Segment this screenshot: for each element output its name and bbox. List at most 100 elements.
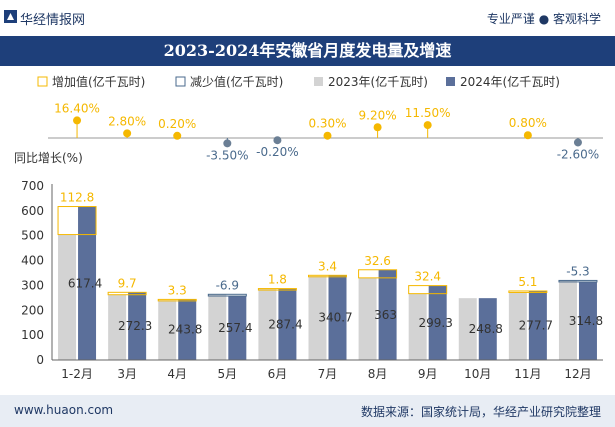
legend-2024-label: 2024年(亿千瓦时) (460, 74, 560, 89)
x-tick-label: 4月 (167, 367, 187, 381)
growth-point (173, 131, 182, 140)
bar-2023 (58, 234, 77, 360)
bar-value-label: 617.4 (68, 276, 102, 290)
legend-2023-swatch (314, 77, 323, 86)
growth-point (223, 139, 232, 148)
increase-outline (257, 288, 297, 291)
growth-label: 9.20% (359, 108, 397, 122)
bar-2024 (78, 206, 97, 360)
change-label: 32.6 (364, 254, 391, 268)
legend-increase-label: 增加值(亿千瓦时) (52, 74, 145, 89)
y-tick-label: 300 (21, 278, 44, 292)
bar-2023 (558, 280, 577, 360)
growth-point (73, 116, 82, 125)
bar-2023 (408, 293, 427, 360)
change-label: -5.3 (566, 264, 589, 278)
y-tick-label: 700 (21, 179, 44, 193)
bar-2024 (278, 288, 297, 360)
y-tick-label: 100 (21, 328, 44, 342)
x-tick-label: 8月 (368, 367, 388, 381)
growth-label: -0.20% (256, 145, 298, 159)
bar-2024 (228, 296, 247, 360)
growth-point (423, 121, 432, 130)
bar-2023 (358, 277, 377, 360)
growth-label: -2.60% (557, 147, 599, 161)
bar-2023 (508, 292, 527, 360)
growth-layer: 16.40% 2.80% 0.20% -3.50% -0.20% 0.30% 9.20% 11… (54, 101, 599, 162)
legend-decrease-swatch (175, 76, 186, 87)
growth-label: 0.80% (509, 116, 547, 130)
title-bar: 2023-2024年安徽省月度发电量及增速 (0, 36, 615, 66)
x-tick-label: 1-2月 (61, 367, 93, 381)
y-tick-label: 500 (21, 229, 44, 243)
bar-value-label: 248.8 (469, 322, 503, 336)
data-source: 数据来源：国家统计局，华经产业研究院整理 (360, 405, 601, 419)
growth-label: 0.30% (308, 117, 346, 131)
growth-point (323, 131, 332, 140)
change-label: 32.4 (414, 270, 441, 284)
bar-value-label: 277.7 (519, 318, 553, 332)
bar-2023 (258, 289, 277, 360)
bar-2024 (578, 281, 597, 360)
growth-point (373, 123, 382, 132)
bar-value-label: 299.3 (419, 316, 453, 330)
decrease-outline (207, 293, 247, 297)
bar-value-label: 287.4 (268, 317, 302, 331)
y-axis: 0 100 200 300 400 500 600 700 (21, 179, 53, 367)
legend-increase-swatch (37, 76, 48, 87)
x-axis: 1-2月 3月 4月 5月 6月 7月 8月 9月 10月 11月 12月 (52, 359, 603, 381)
increase-outline (408, 285, 448, 295)
bar-2024 (328, 275, 347, 360)
change-label: 5.1 (518, 275, 537, 289)
change-label: 3.3 (168, 283, 187, 297)
growth-label: -3.50% (206, 148, 248, 162)
increase-outline (57, 206, 97, 236)
bar-2024 (478, 298, 497, 360)
change-label: -6.9 (216, 278, 239, 292)
slogan: 专业严谨 ● 客观科学 (486, 12, 601, 26)
x-tick-label: 6月 (268, 367, 288, 381)
bar-value-label: 257.4 (218, 321, 252, 335)
legend-2023-label: 2023年(亿千瓦时) (328, 74, 428, 89)
increase-outline (358, 269, 398, 279)
change-label: 112.8 (60, 191, 94, 205)
growth-label: 2.80% (108, 114, 146, 128)
bar-value-label: 272.3 (118, 319, 152, 333)
increase-outline (107, 291, 147, 296)
bar-2023 (108, 294, 127, 360)
growth-label: 16.40% (54, 101, 100, 115)
y-tick-label: 600 (21, 204, 44, 218)
bar-value-label: 340.7 (318, 311, 352, 325)
y-tick-label: 400 (21, 254, 44, 268)
increase-outline (157, 298, 197, 302)
x-tick-label: 11月 (514, 367, 541, 381)
huajing-logo-icon (4, 10, 17, 23)
x-tick-label: 12月 (564, 367, 591, 381)
bars-layer: 112.8 617.4 9.7 272.3 3.3 243.8 -6.9 257.4 1.8 28… (57, 191, 603, 360)
increase-outline (508, 290, 548, 293)
top-bar: 华经情报网 专业严谨 ● 客观科学 (0, 0, 615, 36)
change-label: 3.4 (318, 259, 337, 273)
bar-2023 (208, 294, 227, 360)
legend: 增加值(亿千瓦时) 减少值(亿千瓦时) 2023年(亿千瓦时) 2024年(亿千… (37, 74, 560, 89)
x-tick-label: 10月 (464, 367, 491, 381)
x-tick-label: 9月 (418, 367, 438, 381)
x-tick-label: 5月 (217, 367, 237, 381)
bar-value-label: 363 (374, 308, 397, 322)
legend-2024-swatch (446, 77, 455, 86)
growth-point (273, 136, 282, 145)
growth-label: 11.50% (405, 106, 451, 120)
bar-value-label: 243.8 (168, 323, 202, 337)
bar-2024 (428, 285, 447, 360)
x-tick-label: 3月 (117, 367, 137, 381)
bar-2024 (528, 290, 547, 360)
bar-2023 (308, 276, 327, 360)
bar-2024 (378, 269, 397, 360)
change-label: 1.8 (268, 273, 287, 287)
growth-point (573, 138, 582, 147)
footer: www.huaon.com 数据来源：国家统计局，华经产业研究院整理 (0, 395, 615, 427)
growth-point (123, 129, 132, 138)
decrease-outline (558, 279, 598, 283)
legend-decrease-label: 减少值(亿千瓦时) (190, 74, 283, 89)
website-url[interactable]: www.huaon.com (14, 403, 114, 417)
